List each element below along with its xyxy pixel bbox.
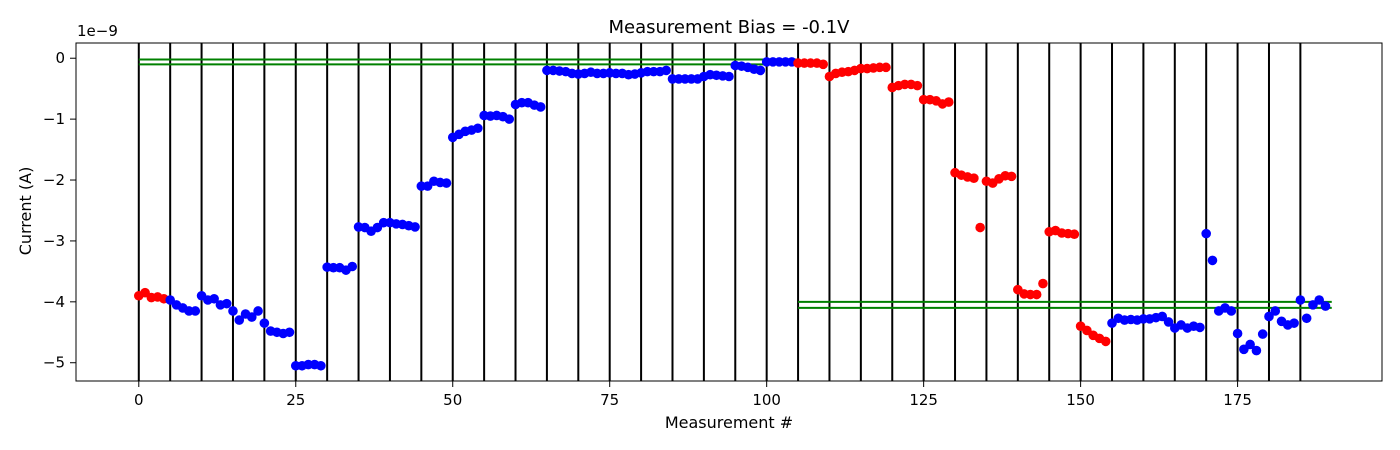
data-point	[347, 261, 358, 272]
data-point	[818, 59, 828, 70]
reference-lines	[138, 58, 1332, 309]
data-point	[441, 178, 452, 188]
y-tick-label: −4	[43, 293, 65, 311]
data-point	[284, 327, 295, 338]
data-point	[1314, 295, 1325, 305]
data-point	[1264, 311, 1274, 322]
y-offset-label: 1e−9	[77, 22, 118, 40]
y-tick-label: −2	[43, 171, 65, 189]
data-point	[1031, 289, 1042, 300]
data-point	[209, 293, 219, 304]
plot-background	[76, 43, 1382, 381]
data-point	[504, 114, 515, 124]
x-tick-label: 50	[443, 391, 462, 409]
data-point	[1270, 306, 1281, 316]
data-point	[535, 102, 546, 112]
x-axis-label: Measurement #	[665, 413, 793, 432]
data-point	[1195, 322, 1205, 333]
data-point	[943, 97, 954, 107]
data-point	[755, 65, 766, 76]
data-point	[1157, 311, 1168, 322]
chart-title: Measurement Bias = -0.1V	[608, 17, 850, 38]
data-point	[1100, 336, 1111, 347]
data-point	[1295, 295, 1306, 305]
x-tick-label: 0	[134, 391, 144, 409]
data-point	[316, 360, 326, 371]
data-point	[1069, 229, 1080, 240]
data-point	[1251, 345, 1262, 356]
data-point	[247, 312, 257, 322]
data-point	[975, 222, 985, 233]
data-point	[969, 173, 979, 183]
data-point	[1201, 228, 1211, 239]
data-point	[410, 222, 420, 232]
x-tick-label: 150	[1066, 391, 1095, 409]
x-tick-label: 75	[600, 391, 619, 409]
data-point	[912, 80, 923, 91]
data-point	[1163, 317, 1174, 327]
data-point	[1289, 318, 1299, 328]
data-point	[1301, 313, 1312, 324]
data-point	[1257, 329, 1268, 339]
data-point	[1245, 339, 1255, 350]
y-tick-label: −5	[43, 354, 65, 372]
x-ticks: 0 25 50 75 100 125 150 175	[134, 381, 1252, 409]
x-tick-label: 125	[909, 391, 938, 409]
data-points	[133, 57, 1331, 371]
y-tick-label: 0	[55, 49, 65, 67]
data-point	[724, 71, 734, 82]
data-point	[221, 298, 232, 309]
data-point	[661, 65, 672, 76]
data-point	[253, 306, 263, 316]
y-ticks: 0 −1 −2 −3 −4 −5	[43, 49, 76, 372]
axes-frame	[75, 42, 1383, 382]
x-tick-label: 175	[1223, 391, 1252, 409]
data-point	[881, 62, 891, 73]
x-tick-label: 25	[286, 391, 305, 409]
data-point	[1320, 301, 1331, 311]
y-tick-label: −1	[43, 110, 65, 128]
data-point	[1226, 306, 1237, 316]
data-point	[228, 306, 238, 316]
data-point	[1006, 171, 1017, 182]
data-point	[473, 123, 483, 134]
data-point	[1207, 255, 1218, 266]
data-point	[1038, 278, 1048, 289]
y-axis-label: Current (A)	[16, 167, 35, 256]
plot-area	[76, 43, 1382, 381]
y-tick-label: −3	[43, 232, 65, 250]
data-point	[190, 306, 201, 316]
data-point	[259, 318, 270, 328]
axes-border	[75, 42, 1383, 382]
data-point	[1232, 328, 1243, 339]
x-tick-label: 100	[752, 391, 781, 409]
data-point	[234, 315, 245, 325]
